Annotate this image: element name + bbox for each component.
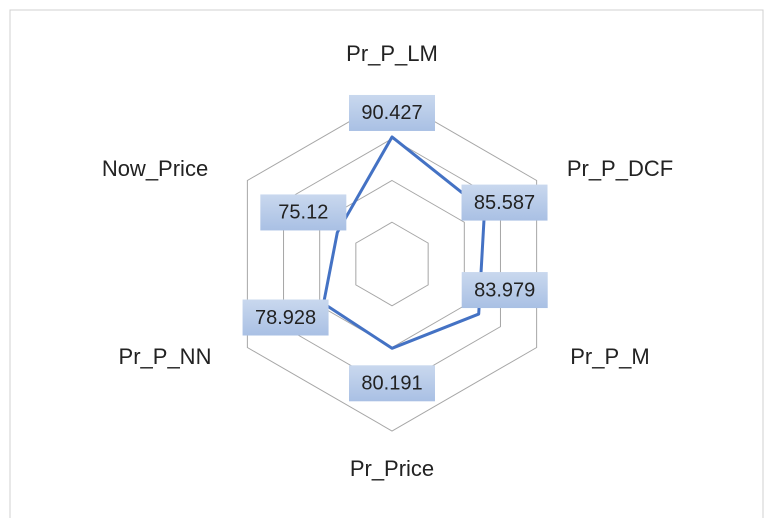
category-label: Pr_P_M bbox=[570, 344, 649, 369]
grid-ring bbox=[246, 96, 538, 432]
data-label: 80.191 bbox=[361, 373, 422, 395]
data-label: 78.928 bbox=[255, 307, 316, 329]
category-label: Now_Price bbox=[102, 156, 208, 181]
data-label-box bbox=[349, 365, 435, 402]
category-label: Pr_P_LM bbox=[346, 41, 438, 66]
data-label-box bbox=[349, 94, 435, 131]
category-label: Pr_Price bbox=[350, 456, 434, 481]
category-label: Pr_P_NN bbox=[119, 344, 212, 369]
grid-ring bbox=[355, 221, 429, 307]
series-line bbox=[322, 135, 487, 350]
data-label: 83.979 bbox=[474, 279, 535, 301]
data-label: 90.427 bbox=[361, 102, 422, 124]
data-label-box bbox=[461, 272, 548, 309]
category-label: Pr_P_DCF bbox=[567, 156, 673, 181]
chart-frame bbox=[9, 9, 764, 518]
grid-ring bbox=[283, 138, 501, 390]
data-label-box bbox=[242, 299, 329, 336]
data-label-box bbox=[461, 184, 548, 221]
data-label-box bbox=[260, 194, 347, 231]
data-label: 85.587 bbox=[474, 192, 535, 214]
data-label: 75.12 bbox=[278, 202, 328, 224]
